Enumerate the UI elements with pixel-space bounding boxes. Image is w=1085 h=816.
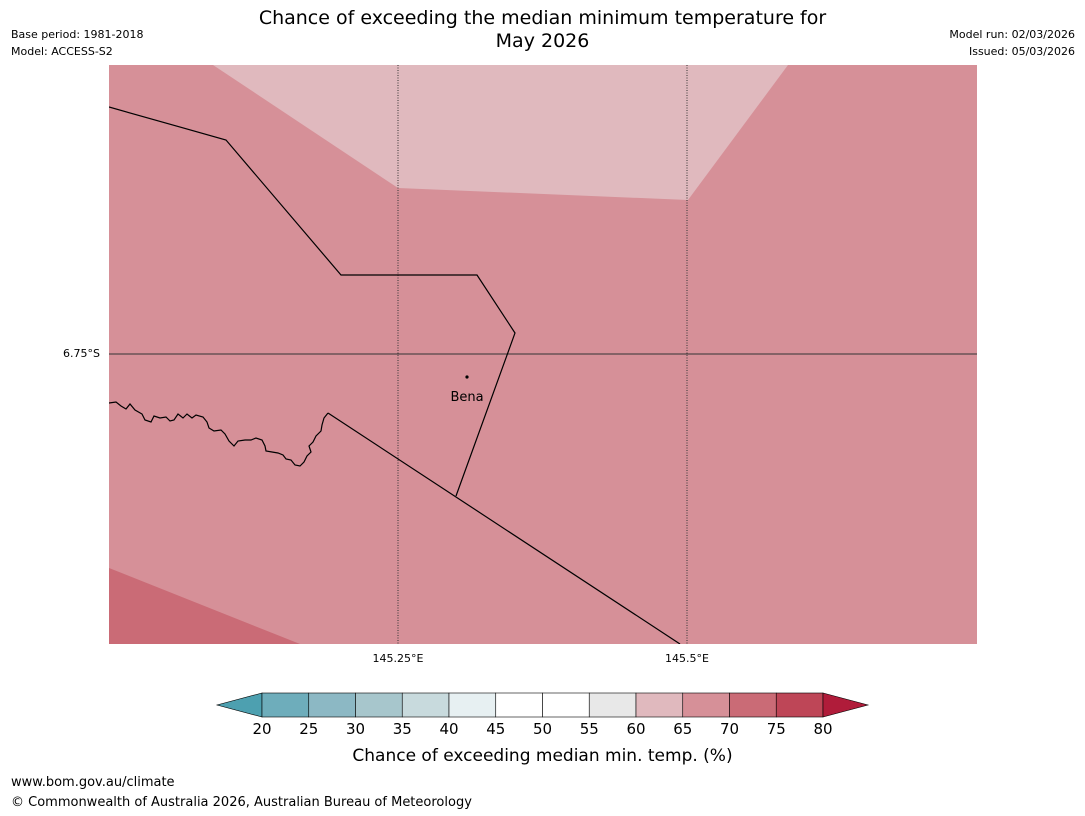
colorbar-tick-label: 30 xyxy=(345,720,366,738)
map-band-70-75 xyxy=(109,568,300,644)
district-border-west xyxy=(109,401,329,467)
longitude-label-2: 145.5°E xyxy=(665,652,709,665)
colorbar-band-50-55 xyxy=(542,692,590,718)
colorbar-tick-label: 40 xyxy=(439,720,459,738)
longitude-label-1: 145.25°E xyxy=(372,652,424,665)
colorbar-tick-label: 75 xyxy=(766,720,786,738)
colorbar-tick-label: 55 xyxy=(579,720,599,738)
colorbar-tick-label: 50 xyxy=(532,720,553,738)
colorbar-tick-label: 25 xyxy=(299,720,319,738)
map-band-60-65 xyxy=(213,65,788,200)
colorbar-band-20-25 xyxy=(261,692,310,718)
colorbar-arrow-low xyxy=(215,692,263,718)
colorbar-tick-label: 20 xyxy=(252,720,272,738)
colorbar-title: Chance of exceeding median min. temp. (%… xyxy=(352,746,733,766)
footer-url: www.bom.gov.au/climate xyxy=(11,775,175,790)
colorbar-tick-label: 60 xyxy=(626,720,646,738)
colorbar-band-40-45 xyxy=(448,692,497,718)
colorbar-band-35-40 xyxy=(401,692,450,718)
issued-date: Issued: 05/03/2026 xyxy=(968,45,1075,58)
colorbar-tick-label: 80 xyxy=(813,720,833,738)
province-border-north xyxy=(109,106,516,497)
colorbar-arrow-high xyxy=(822,692,870,718)
colorbar-band-30-35 xyxy=(355,692,403,718)
colorbar-band-45-50 xyxy=(495,692,543,718)
latitude-label: 6.75°S xyxy=(63,347,100,360)
model-name: Model: ACCESS-S2 xyxy=(11,45,113,58)
colorbar-tick-label: 65 xyxy=(673,720,693,738)
colorbar-band-65-70 xyxy=(682,692,730,718)
colorbar-band-70-75 xyxy=(729,692,777,718)
footer-copyright: © Commonwealth of Australia 2026, Austra… xyxy=(11,795,472,810)
map-title-line1: Chance of exceeding the median minimum t… xyxy=(258,7,827,29)
colorbar-tick-label: 70 xyxy=(719,720,740,738)
colorbar-band-60-65 xyxy=(635,692,684,718)
colorbar-band-75-80 xyxy=(775,692,824,718)
colorbar-band-25-30 xyxy=(308,692,356,718)
colorbar-band-55-60 xyxy=(588,692,637,718)
colorbar xyxy=(215,692,870,718)
base-period: Base period: 1981-2018 xyxy=(11,28,144,41)
map-title-line2: May 2026 xyxy=(495,30,590,52)
model-run: Model run: 02/03/2026 xyxy=(949,28,1075,41)
bena-marker xyxy=(465,375,469,379)
place-label-bena: Bena xyxy=(450,390,483,405)
colorbar-tick-label: 45 xyxy=(486,720,506,738)
colorbar-tick-label: 35 xyxy=(392,720,412,738)
province-border-south xyxy=(327,412,681,644)
